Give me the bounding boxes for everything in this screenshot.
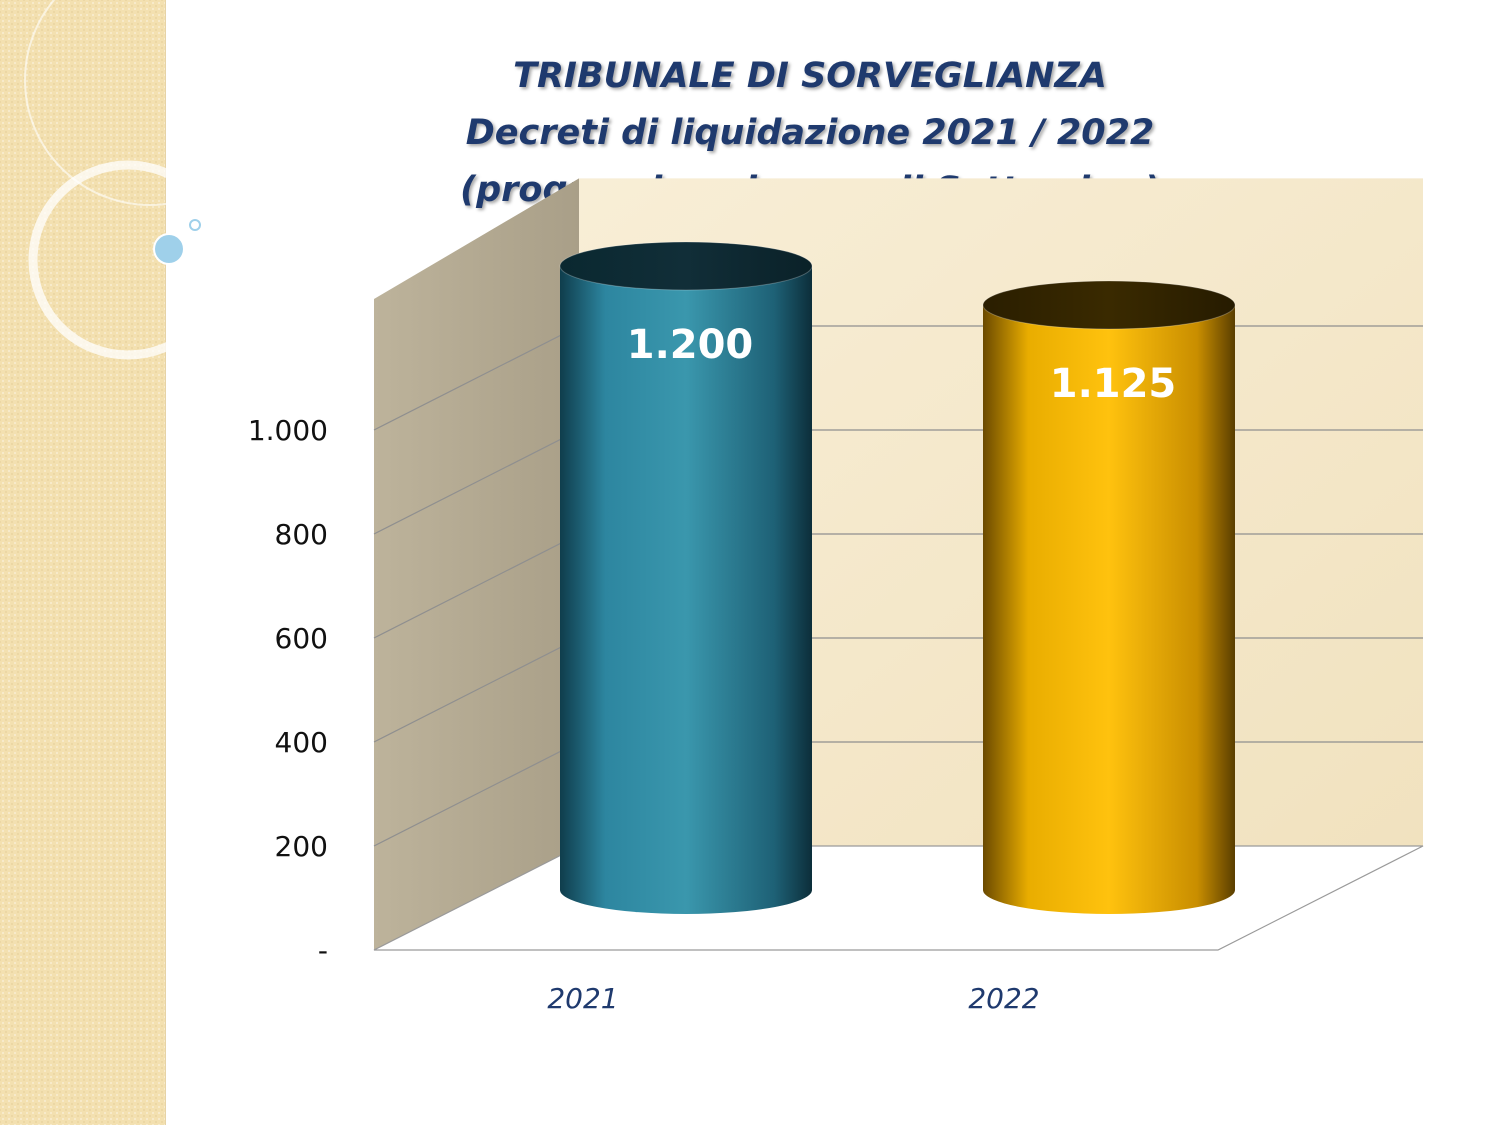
decor-ring-large (24, 0, 276, 206)
title-line-2: Decreti di liquidazione 2021 / 2022 (465, 113, 1155, 153)
x-tick-label: 2021 (547, 982, 618, 1015)
data-label: 1.125 (1050, 361, 1177, 407)
x-tick-label: 2022 (968, 982, 1039, 1015)
chart-side-wall (374, 178, 579, 950)
decor-bubble (153, 233, 185, 265)
bar-2022 (983, 305, 1235, 914)
bar-top-2021 (559, 241, 813, 291)
bar-2021 (560, 266, 812, 914)
y-tick-label: 1.000 (248, 414, 328, 447)
decor-ring-medium (28, 160, 228, 360)
y-tick-label: 800 (275, 518, 328, 551)
data-label: 1.200 (627, 322, 754, 368)
y-tick-label: 200 (275, 830, 328, 863)
y-tick-label: - (318, 934, 328, 967)
y-tick-label: 600 (275, 622, 328, 655)
decor-bubble-small (189, 219, 201, 231)
bar-top-2022 (982, 280, 1236, 330)
decorative-sidebar (0, 0, 166, 1125)
y-tick-label: 400 (275, 726, 328, 759)
title-line-1: TRIBUNALE DI SORVEGLIANZA (513, 56, 1107, 96)
